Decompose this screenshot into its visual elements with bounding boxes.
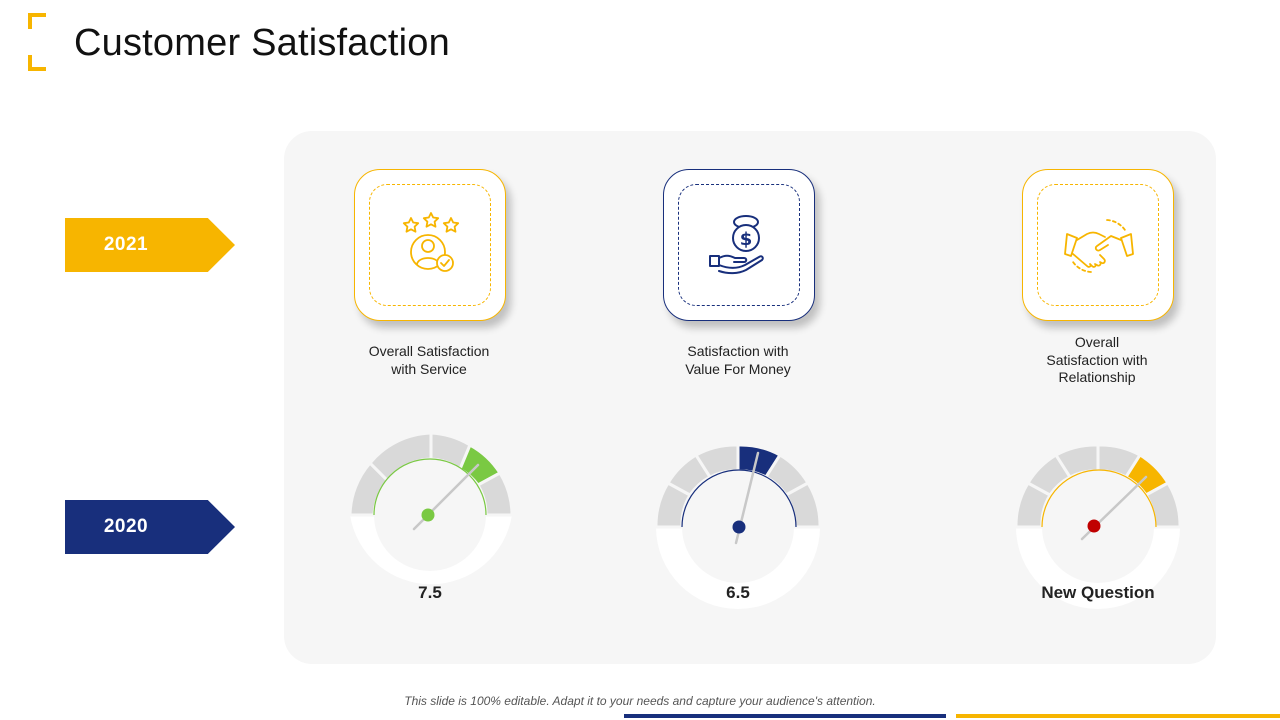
year-2021-tag: 2021 [65, 218, 235, 272]
value-score-gauge: 6.5 [648, 425, 828, 615]
footer-note: This slide is 100% editable. Adapt it to… [404, 694, 876, 708]
value-card: $ [663, 169, 815, 321]
service-label: Overall Satisfaction with Service [368, 343, 490, 377]
service-card [354, 169, 506, 321]
value-score-value: 6.5 [726, 583, 750, 602]
handshake-icon [1064, 219, 1134, 273]
title-bracket-decoration [28, 13, 46, 71]
footer-yellow-bar [956, 714, 1280, 718]
value-label: Satisfaction with Value For Money [685, 343, 791, 377]
customer-rating-icon [402, 212, 460, 272]
relationship-label: Overall Satisfaction with Relationship [1046, 334, 1148, 385]
service-score-gauge: 7.5 [340, 425, 520, 615]
relationship-card [1022, 169, 1174, 321]
relationship-score-value: New Question [1041, 583, 1155, 602]
page-title: Customer Satisfaction [74, 22, 450, 64]
relationship-score-gauge: New Question [1008, 425, 1188, 615]
money-in-hand-icon: $ [709, 215, 764, 275]
footer-navy-bar [624, 714, 946, 718]
svg-text:$: $ [740, 229, 753, 250]
year-2020-tag: 2020 [65, 500, 235, 554]
service-score-value: 7.5 [418, 583, 442, 602]
